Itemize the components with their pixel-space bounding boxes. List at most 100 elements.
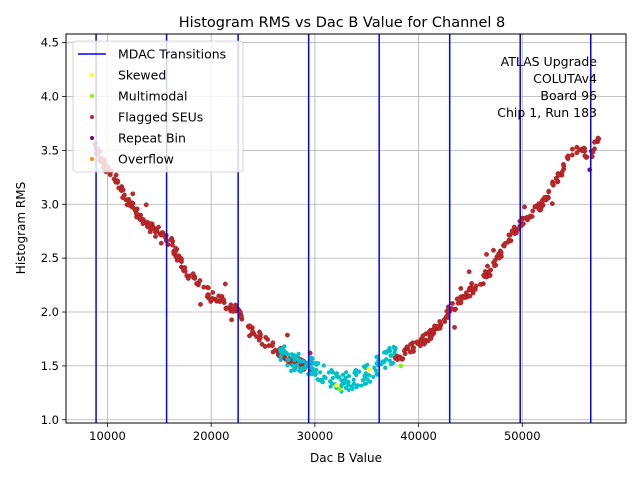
flagged-seu-point <box>407 349 413 355</box>
flagged-seu-point <box>542 194 548 200</box>
plot-frame <box>65 33 627 424</box>
flagged-seu-point <box>113 172 119 178</box>
flagged-seu-point <box>131 205 136 211</box>
normal-point <box>296 351 301 356</box>
flagged-seu-point <box>414 339 420 345</box>
flagged-seu-point <box>437 325 443 331</box>
flagged-seu-point <box>410 346 416 352</box>
normal-point <box>309 372 314 377</box>
normal-point <box>282 344 287 349</box>
flagged-seu-point <box>223 306 229 312</box>
flagged-seu-point <box>514 230 519 236</box>
flagged-seu-point <box>149 225 155 231</box>
flagged-seu-point <box>478 281 483 287</box>
normal-point <box>352 370 357 375</box>
flagged-seu-point <box>574 150 580 156</box>
legend-point-swatch <box>90 115 94 119</box>
normal-point <box>329 369 335 374</box>
flagged-seu-point <box>232 306 238 312</box>
flagged-seu-point <box>511 224 517 230</box>
flagged-seu-point <box>485 263 490 269</box>
flagged-seu-point <box>130 191 136 197</box>
legend-point-swatch <box>90 94 94 98</box>
flagged-seu-point <box>498 250 504 255</box>
flagged-seu-point <box>581 148 587 153</box>
normal-point <box>334 371 340 376</box>
flagged-seu-point <box>466 269 472 275</box>
normal-point <box>382 350 387 355</box>
normal-point <box>286 352 291 357</box>
flagged-seu-point <box>205 285 211 291</box>
flagged-seu-point <box>190 271 196 277</box>
normal-point <box>337 374 342 380</box>
flagged-seu-point <box>536 206 541 212</box>
normal-point <box>290 354 295 359</box>
flagged-seu-point <box>181 267 187 273</box>
flagged-seu-point <box>491 260 496 266</box>
flagged-seu-point <box>143 202 149 208</box>
normal-point <box>375 354 380 359</box>
y-tick-label: 2.0 <box>41 305 59 319</box>
flagged-seu-point <box>173 254 179 260</box>
flagged-seu-point <box>210 290 216 295</box>
flagged-seu-point <box>205 293 211 298</box>
normal-point <box>278 354 284 359</box>
flagged-seu-point <box>569 152 575 158</box>
normal-point <box>314 367 319 373</box>
x-tick-label: 10000 <box>89 429 126 443</box>
flagged-seu-point <box>217 299 223 305</box>
flagged-seu-point <box>570 146 575 152</box>
normal-point <box>316 361 321 366</box>
flagged-seu-point <box>228 302 234 308</box>
flagged-seu-point <box>592 139 597 145</box>
normal-point <box>278 357 283 363</box>
normal-point <box>322 374 327 379</box>
y-axis-label: Histogram RMS <box>14 182 28 274</box>
legend-label: Skewed <box>118 68 166 83</box>
flagged-seu-point <box>467 287 473 293</box>
normal-point <box>285 357 290 362</box>
flagged-seu-point <box>173 249 178 255</box>
annotation-line: ATLAS Upgrade <box>501 54 598 69</box>
flagged-seu-point <box>496 255 502 261</box>
skewed-point <box>334 382 339 388</box>
flagged-seu-point <box>491 247 496 253</box>
normal-point <box>387 358 392 363</box>
legend-label: Flagged SEUs <box>118 110 203 125</box>
flagged-seu-point <box>201 284 207 290</box>
flagged-seu-point <box>216 293 222 299</box>
flagged-seu-point <box>209 297 214 302</box>
normal-point <box>345 379 350 384</box>
normal-point <box>365 377 370 382</box>
flagged-seu-point <box>185 276 191 281</box>
flagged-seu-point <box>404 344 410 350</box>
normal-point <box>303 363 309 368</box>
normal-point <box>391 360 396 365</box>
annotation-line: Chip 1, Run 183 <box>497 105 597 120</box>
flagged-seu-point <box>550 181 555 187</box>
flagged-seu-point <box>197 278 203 283</box>
x-tick-label: 50000 <box>504 429 541 443</box>
normal-point <box>383 365 388 370</box>
x-tick-label: 30000 <box>297 429 334 443</box>
y-tick-label: 2.5 <box>41 251 59 265</box>
flagged-seu-point <box>402 348 407 354</box>
flagged-seu-point <box>418 338 424 343</box>
flagged-seu-point <box>239 313 244 319</box>
flagged-seu-point <box>484 251 489 257</box>
legend-label: Multimodal <box>118 89 187 104</box>
flagged-seu-point <box>467 293 473 299</box>
flagged-seu-point <box>549 201 555 207</box>
flagged-seu-point <box>564 154 570 160</box>
normal-point <box>389 353 394 358</box>
normal-point <box>363 364 368 369</box>
normal-point <box>343 385 348 391</box>
y-tick-label: 3.0 <box>41 197 59 211</box>
flagged-seu-point <box>546 188 552 194</box>
flagged-seu-point <box>506 232 512 238</box>
normal-point <box>351 381 356 386</box>
flagged-seu-point <box>250 328 255 334</box>
normal-point <box>351 377 356 382</box>
flagged-seu-point <box>229 317 235 323</box>
normal-point <box>309 366 315 371</box>
